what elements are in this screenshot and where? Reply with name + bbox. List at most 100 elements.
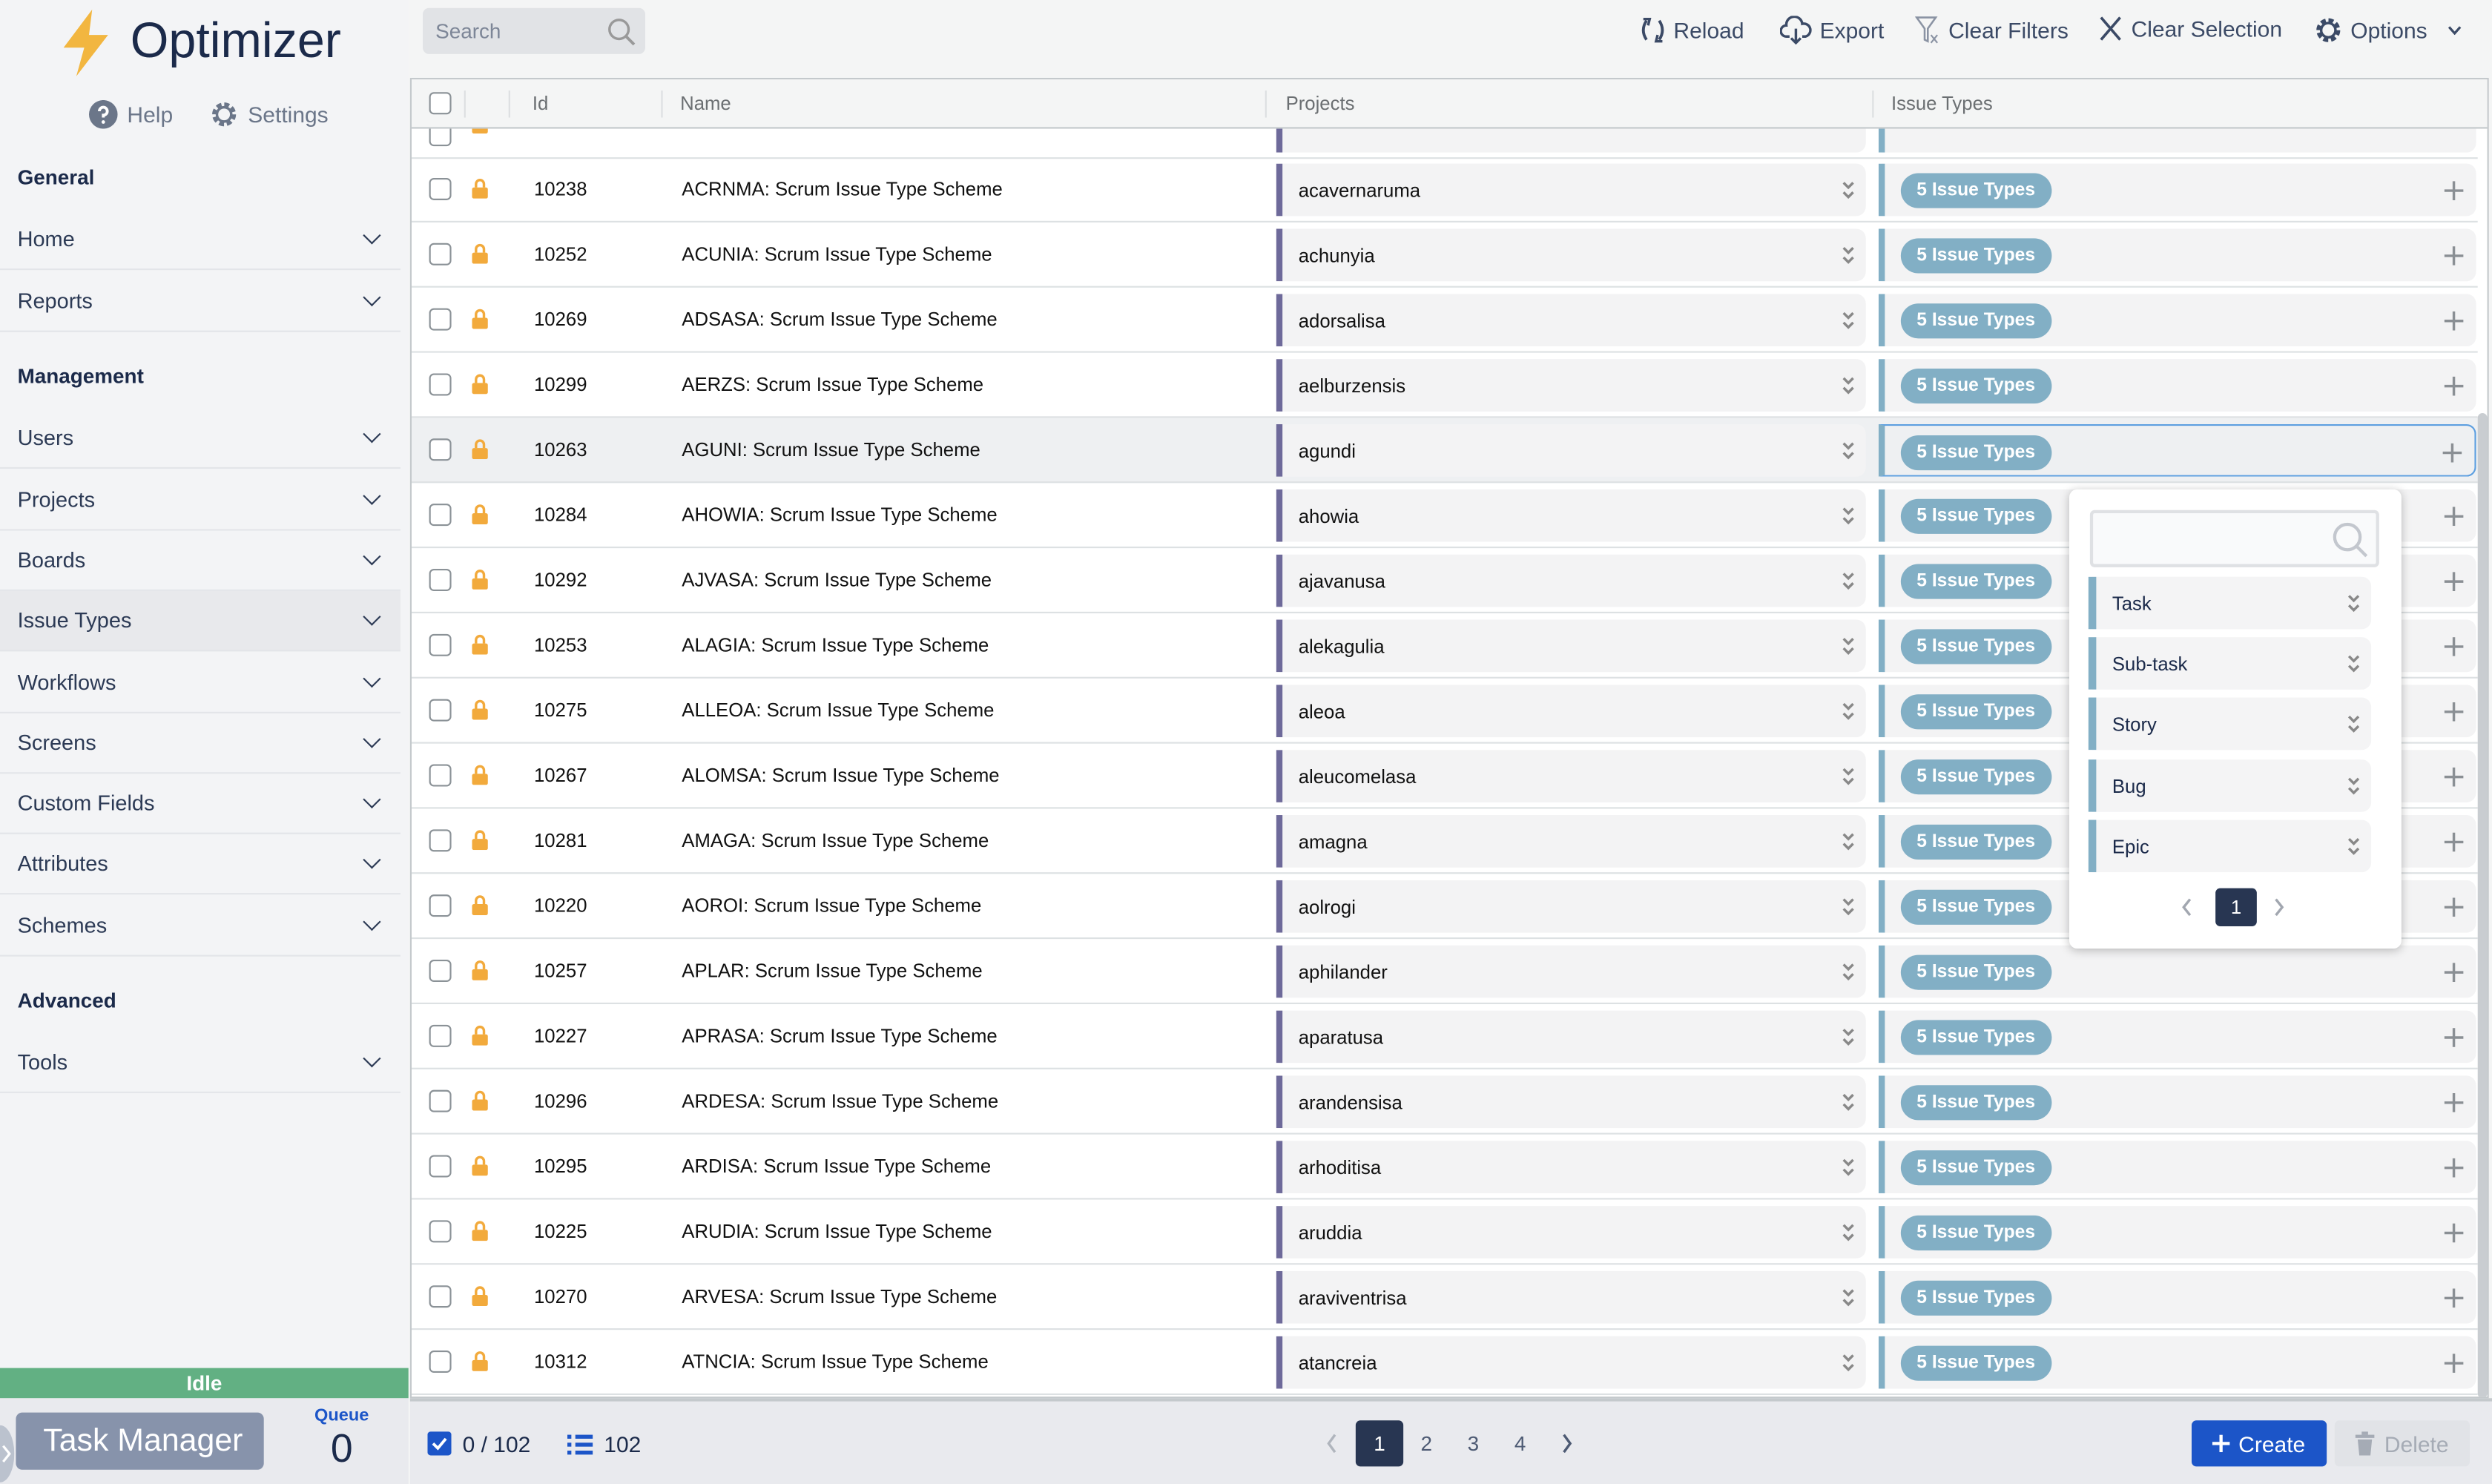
create-button[interactable]: Create: [2192, 1420, 2327, 1467]
plus-icon[interactable]: [2444, 1223, 2464, 1243]
issue-types-cell[interactable]: 5 Issue Types: [1878, 228, 2476, 282]
sidebar-item-reports[interactable]: Reports: [0, 271, 401, 332]
row-checkbox[interactable]: [429, 1024, 452, 1047]
issue-types-badge[interactable]: 5 Issue Types: [1900, 303, 2051, 339]
row-checkbox[interactable]: [429, 1155, 452, 1178]
plus-icon[interactable]: [2444, 897, 2464, 917]
page-button-3[interactable]: 3: [1467, 1431, 1480, 1456]
issue-types-badge[interactable]: 5 Issue Types: [1900, 564, 2051, 599]
row-name[interactable]: ACRNMA: Scrum Issue Type Scheme: [682, 177, 1003, 200]
double-chevron-down-icon[interactable]: [1840, 961, 1856, 983]
column-header-id[interactable]: Id: [532, 92, 549, 115]
issue-types-badge[interactable]: 5 Issue Types: [1900, 759, 2051, 795]
row-name[interactable]: APRASA: Scrum Issue Type Scheme: [682, 1024, 998, 1047]
row-checkbox[interactable]: [429, 764, 452, 787]
double-chevron-down-icon[interactable]: [1840, 636, 1856, 658]
double-chevron-down-icon[interactable]: [1840, 831, 1856, 853]
export-button[interactable]: Export: [1780, 16, 1884, 44]
plus-icon[interactable]: [2444, 572, 2464, 591]
row-name[interactable]: AHOWIA: Scrum Issue Type Scheme: [682, 504, 998, 527]
table-row[interactable]: 10312 ATNCIA: Scrum Issue Type Scheme at…: [412, 1330, 2478, 1396]
table-row[interactable]: 10225 ARUDIA: Scrum Issue Type Scheme ar…: [412, 1200, 2478, 1265]
issue-types-cell[interactable]: 5 Issue Types: [1878, 1075, 2476, 1129]
row-name[interactable]: AOROI: Scrum Issue Type Scheme: [682, 894, 982, 917]
double-chevron-down-icon[interactable]: [1840, 1287, 1856, 1309]
sidebar-item-users[interactable]: Users: [0, 409, 401, 469]
projects-cell[interactable]: arhoditisa: [1276, 1141, 1866, 1193]
issue-types-badge[interactable]: 5 Issue Types: [1900, 629, 2051, 664]
table-row[interactable]: 10253 ALAGIA: Scrum Issue Type Scheme al…: [412, 613, 2478, 679]
row-name[interactable]: AJVASA: Scrum Issue Type Scheme: [682, 568, 992, 591]
sidebar-item-issue-types[interactable]: Issue Types: [0, 590, 401, 652]
double-chevron-down-icon[interactable]: [1840, 245, 1856, 267]
row-checkbox[interactable]: [429, 243, 452, 266]
row-name[interactable]: ACUNIA: Scrum Issue Type Scheme: [682, 243, 992, 266]
popup-search-input[interactable]: [2089, 509, 2379, 567]
expand-chevron-icon[interactable]: [0, 1425, 15, 1483]
table-row[interactable]: 10296 ARDESA: Scrum Issue Type Scheme ar…: [412, 1069, 2478, 1135]
sidebar-item-custom-fields[interactable]: Custom Fields: [0, 774, 401, 834]
plus-icon[interactable]: [2444, 507, 2464, 527]
double-chevron-down-icon[interactable]: [1840, 1157, 1856, 1179]
projects-cell[interactable]: acavernaruma: [1276, 163, 1866, 217]
double-chevron-down-icon[interactable]: [2346, 653, 2361, 676]
row-name[interactable]: ARDESA: Scrum Issue Type Scheme: [682, 1089, 999, 1112]
sidebar-item-schemes[interactable]: Schemes: [0, 896, 401, 957]
popup-prev-page[interactable]: [2180, 897, 2193, 917]
issue-types-cell[interactable]: 5 Issue Types: [1878, 359, 2476, 412]
table-row[interactable]: 10299 AERZS: Scrum Issue Type Scheme ael…: [412, 353, 2478, 418]
issue-types-cell[interactable]: 5 Issue Types: [1878, 1206, 2476, 1259]
issue-types-cell[interactable]: 5 Issue Types: [1878, 945, 2476, 998]
plus-icon[interactable]: [2442, 443, 2462, 463]
prev-page-button[interactable]: [1325, 1433, 1338, 1454]
row-name[interactable]: AERZS: Scrum Issue Type Scheme: [682, 373, 984, 396]
page-button-2[interactable]: 2: [1420, 1431, 1432, 1456]
issue-types-badge[interactable]: 5 Issue Types: [1900, 1345, 2051, 1381]
issue-types-cell[interactable]: 5 Issue Types: [1878, 1141, 2476, 1193]
column-header-issue-types[interactable]: Issue Types: [1891, 92, 1993, 115]
issue-types-cell[interactable]: 5 Issue Types: [1878, 1010, 2476, 1063]
scrollbar[interactable]: [2477, 413, 2488, 1397]
sidebar-item-boards[interactable]: Boards: [0, 531, 401, 591]
issue-types-badge[interactable]: 5 Issue Types: [1900, 1020, 2051, 1055]
row-name[interactable]: APLAR: Scrum Issue Type Scheme: [682, 960, 983, 983]
plus-icon[interactable]: [2444, 767, 2464, 787]
projects-cell[interactable]: araviventrisa: [1276, 1270, 1866, 1324]
row-checkbox[interactable]: [429, 177, 452, 200]
projects-cell[interactable]: aruddia: [1276, 1206, 1866, 1259]
row-checkbox[interactable]: [429, 829, 452, 852]
double-chevron-down-icon[interactable]: [1840, 310, 1856, 332]
row-name[interactable]: ARVESA: Scrum Issue Type Scheme: [682, 1285, 998, 1308]
row-checkbox[interactable]: [429, 960, 452, 983]
column-header-projects[interactable]: Projects: [1285, 92, 1355, 115]
row-name[interactable]: ALAGIA: Scrum Issue Type Scheme: [682, 633, 989, 656]
issue-types-badge[interactable]: 5 Issue Types: [1900, 435, 2051, 471]
popup-item-story[interactable]: Story: [2088, 698, 2372, 751]
projects-cell[interactable]: achunyia: [1276, 228, 1866, 282]
issue-types-cell[interactable]: 5 Issue Types: [1878, 1270, 2476, 1324]
double-chevron-down-icon[interactable]: [1840, 896, 1856, 918]
delete-button[interactable]: Delete: [2334, 1420, 2470, 1467]
plus-icon[interactable]: [2444, 832, 2464, 852]
popup-page-1[interactable]: 1: [2215, 888, 2257, 927]
double-chevron-down-icon[interactable]: [1840, 701, 1856, 723]
issue-types-badge[interactable]: 5 Issue Types: [1900, 1085, 2051, 1121]
row-checkbox[interactable]: [429, 438, 452, 461]
plus-icon[interactable]: [2444, 1158, 2464, 1178]
row-checkbox[interactable]: [429, 373, 452, 396]
table-row[interactable]: 10257 APLAR: Scrum Issue Type Scheme aph…: [412, 939, 2478, 1004]
issue-types-badge[interactable]: 5 Issue Types: [1900, 1280, 2051, 1316]
reload-button[interactable]: Reload: [1640, 16, 1744, 44]
row-name[interactable]: AMAGA: Scrum Issue Type Scheme: [682, 829, 989, 852]
issue-types-badge[interactable]: 5 Issue Types: [1900, 1150, 2051, 1186]
issue-types-cell[interactable]: 5 Issue Types: [1878, 163, 2476, 217]
double-chevron-down-icon[interactable]: [1840, 766, 1856, 788]
issue-types-cell[interactable]: 5 Issue Types: [1878, 424, 2476, 477]
popup-item-epic[interactable]: Epic: [2088, 820, 2372, 872]
double-chevron-down-icon[interactable]: [1840, 440, 1856, 462]
row-name[interactable]: ARUDIA: Scrum Issue Type Scheme: [682, 1220, 992, 1243]
table-row[interactable]: 10227 APRASA: Scrum Issue Type Scheme ap…: [412, 1004, 2478, 1069]
double-chevron-down-icon[interactable]: [1840, 1092, 1856, 1114]
select-all-checkbox[interactable]: [429, 92, 452, 115]
popup-item-sub-task[interactable]: Sub-task: [2088, 637, 2372, 690]
